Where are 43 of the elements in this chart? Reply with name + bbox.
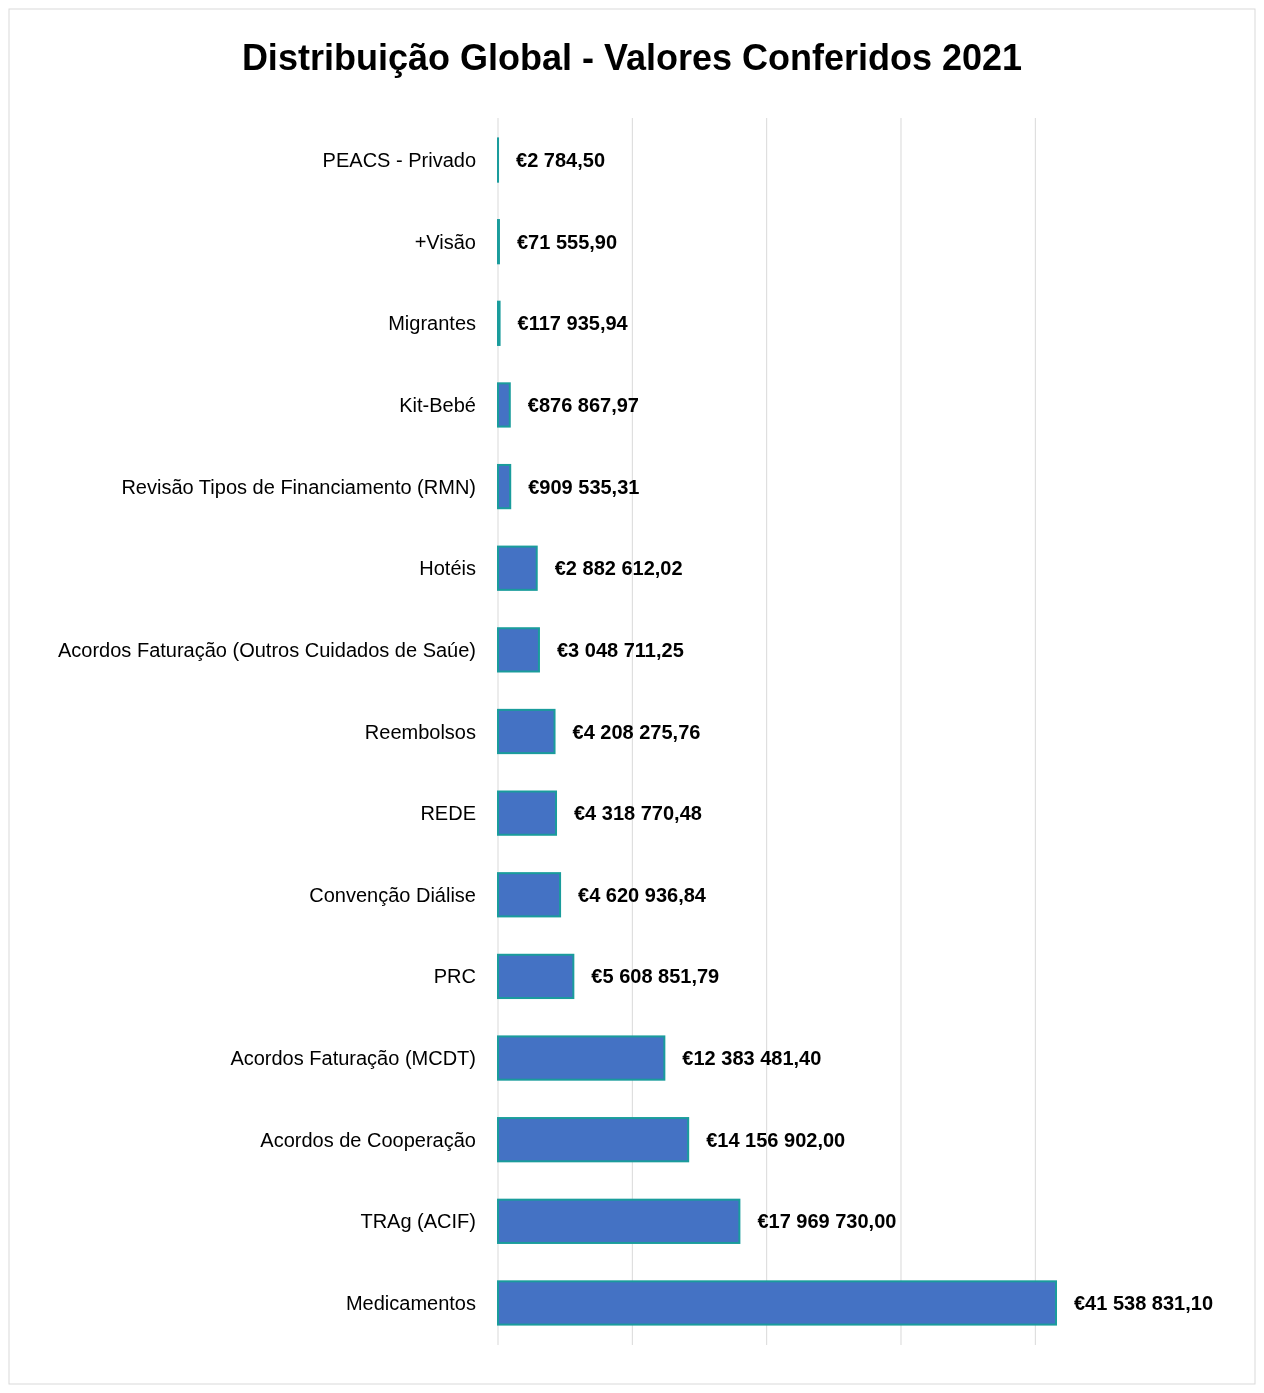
y-tick-label: PEACS - Privado [322, 149, 476, 172]
bar [497, 953, 575, 1000]
data-label: €12 383 481,40 [682, 1047, 822, 1070]
data-label: €2 882 612,02 [554, 557, 683, 580]
y-tick-label: TRAg (ACIF) [360, 1210, 476, 1233]
y-tick-label: Reembolsos [364, 720, 476, 743]
data-label: €17 969 730,00 [757, 1210, 897, 1233]
chart-title: Distribuição Global - Valores Conferidos 2021 [241, 37, 1023, 78]
data-label: €14 156 902,00 [706, 1128, 846, 1151]
data-label: €2 784,50 [516, 149, 606, 172]
bar [497, 382, 511, 428]
data-label: €5 608 851,79 [591, 965, 720, 988]
y-tick-label: Acordos Faturação (Outros Cuidados de Saúe) [58, 638, 476, 661]
y-tick-label: Convenção Diálise [309, 883, 476, 906]
bar [497, 1280, 1057, 1326]
data-label: €3 048 711,25 [556, 638, 684, 661]
y-tick-label: Acordos de Cooperação [260, 1128, 476, 1151]
bar [497, 708, 556, 755]
bar [497, 872, 562, 918]
bar [497, 545, 538, 591]
data-label: €876 867,97 [527, 393, 640, 416]
data-label: €4 318 770,48 [574, 802, 702, 825]
bar [497, 627, 540, 673]
bar [497, 463, 512, 510]
data-label: €4 620 936,84 [578, 883, 707, 906]
y-tick-label: Acordos Faturação (MCDT) [230, 1047, 476, 1070]
y-tick-label: Kit-Bebé [399, 393, 476, 416]
y-tick-label: Migrantes [388, 312, 476, 335]
y-tick-label: Medicamentos [345, 1291, 476, 1314]
data-label: €117 935,94 [517, 312, 629, 335]
y-tick-label: Hotéis [419, 557, 476, 580]
data-label: €41 538 831,10 [1074, 1291, 1214, 1314]
bar [497, 1117, 690, 1163]
y-tick-label: PRC [433, 965, 476, 988]
data-label: €71 555,90 [516, 230, 618, 253]
y-tick-label: Revisão Tipos de Financiamento (RMN) [121, 475, 476, 498]
bar [497, 790, 558, 836]
y-tick-label: REDE [420, 802, 476, 825]
y-tick-label: +Visão [414, 230, 476, 253]
data-label: €909 535,31 [528, 475, 640, 498]
bar [497, 1035, 666, 1081]
data-label: €4 208 275,76 [572, 720, 701, 743]
bar [497, 1198, 741, 1244]
